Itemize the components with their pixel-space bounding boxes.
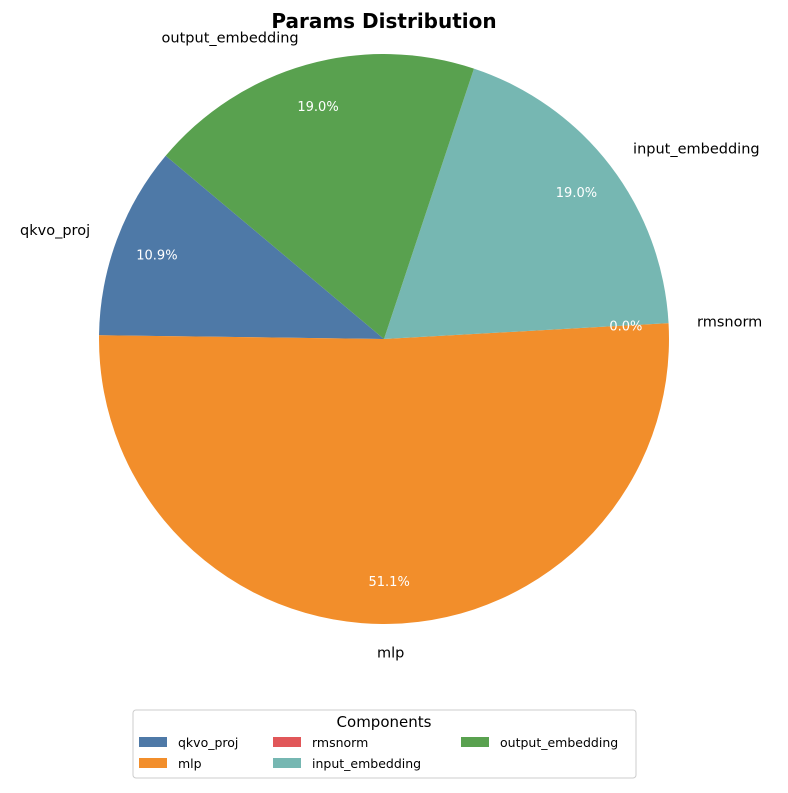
chart-title: Params Distribution xyxy=(271,9,496,33)
pct-label-qkvo-proj: 10.9% xyxy=(136,249,177,264)
legend-swatch-output-embedding xyxy=(461,737,489,747)
legend-label-output-embedding: output_embedding xyxy=(500,735,618,750)
slice-mlp xyxy=(99,323,669,625)
legend-title: Components xyxy=(337,713,432,731)
legend-swatch-rmsnorm xyxy=(273,737,301,747)
slice-label-output-embedding: output_embedding xyxy=(162,30,299,46)
legend-swatch-input-embedding xyxy=(273,758,301,768)
pie-labels: qkvo_proj 10.9% mlp 51.1% rmsnorm 0.0% input_e… xyxy=(20,30,762,661)
pct-label-input-embedding: 19.0% xyxy=(556,186,597,201)
legend-label-input-embedding: input_embedding xyxy=(312,756,421,771)
legend-swatch-mlp xyxy=(139,758,167,768)
legend-box xyxy=(132,709,637,779)
slice-qkvo-proj xyxy=(99,155,384,339)
legend-label-mlp: mlp xyxy=(178,756,202,771)
slice-output-embedding xyxy=(165,53,474,339)
pct-label-mlp: 51.1% xyxy=(369,575,410,590)
legend-swatch-qkvo-proj xyxy=(139,737,167,747)
legend-label-rmsnorm: rmsnorm xyxy=(312,735,368,750)
slice-label-input-embedding: input_embedding xyxy=(633,142,760,158)
slice-label-qkvo-proj: qkvo_proj xyxy=(20,223,90,239)
slice-label-mlp: mlp xyxy=(377,645,404,661)
pie-slices xyxy=(99,53,669,625)
slice-input-embedding xyxy=(384,68,669,339)
slice-label-rmsnorm: rmsnorm xyxy=(697,314,762,330)
legend-label-qkvo-proj: qkvo_proj xyxy=(178,735,238,750)
pct-label-output-embedding: 19.0% xyxy=(297,100,338,115)
pct-label-rmsnorm: 0.0% xyxy=(609,319,642,334)
